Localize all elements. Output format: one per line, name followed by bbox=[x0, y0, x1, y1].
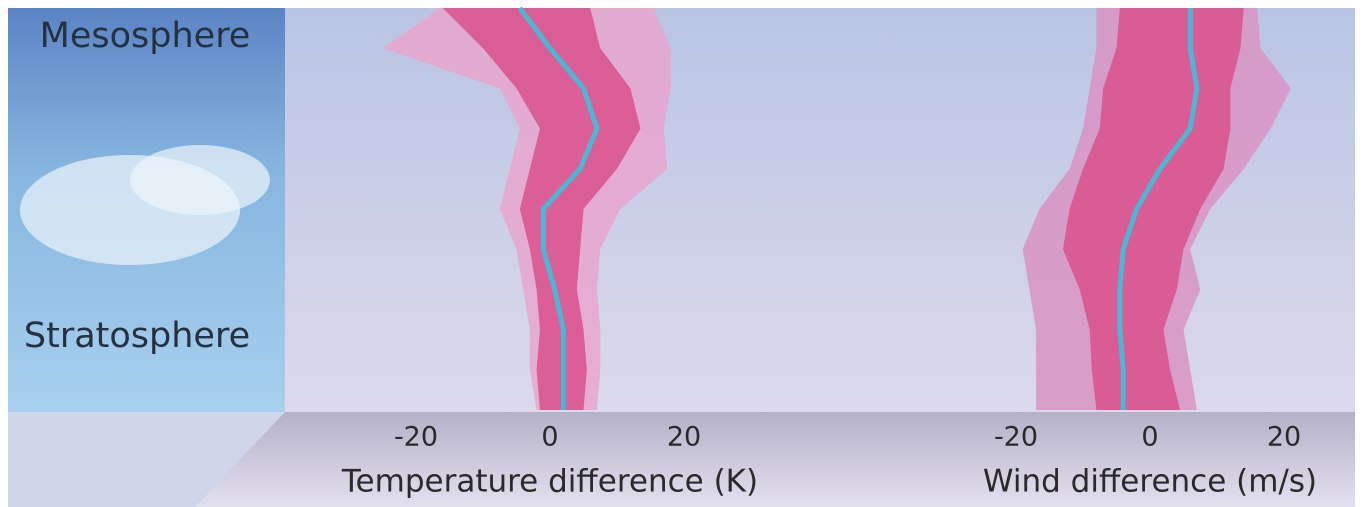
x-axis-title: Wind difference (m/s) bbox=[983, 464, 1317, 500]
mean-line bbox=[1117, 8, 1200, 410]
spread-band bbox=[1062, 8, 1244, 410]
x-axis-title: Temperature difference (K) bbox=[341, 464, 758, 500]
layer-label: Stratosphere bbox=[24, 316, 250, 356]
charts: -20 0 20 Temperature difference (K) -20 0 20 Wi… bbox=[341, 6, 1317, 500]
x-tick-label: 0 bbox=[1141, 422, 1158, 453]
mean-line bbox=[517, 6, 600, 410]
sky-base bbox=[8, 412, 285, 507]
x-tick-label: 20 bbox=[667, 422, 701, 453]
layer-label: Mesosphere bbox=[40, 16, 251, 56]
cloud bbox=[130, 145, 270, 215]
axis-strip bbox=[8, 412, 1355, 507]
x-tick-label: -20 bbox=[394, 422, 438, 453]
x-tick-label: 0 bbox=[541, 422, 558, 453]
x-tick-label: 20 bbox=[1267, 422, 1301, 453]
x-tick-label: -20 bbox=[994, 422, 1038, 453]
